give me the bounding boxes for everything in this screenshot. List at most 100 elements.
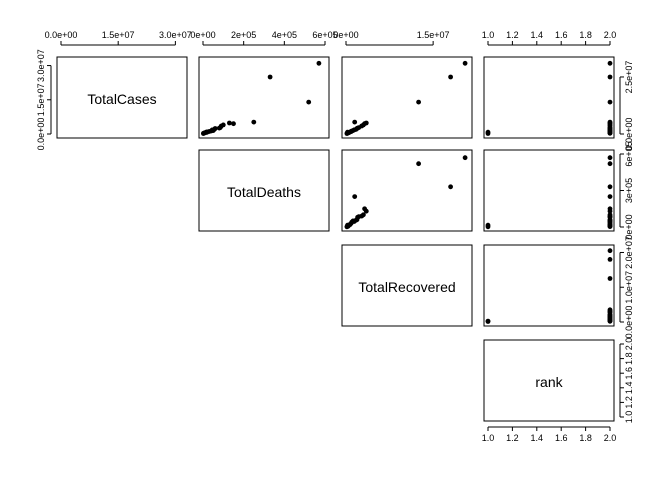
tick-label: 0.0e+00	[36, 118, 46, 151]
tick-label: 0e+00	[333, 30, 358, 40]
top-axis-totalrecovered: 0e+00 1.5e+07	[333, 30, 450, 46]
data-point	[462, 155, 468, 161]
data-point	[448, 74, 453, 80]
data-point	[344, 131, 350, 136]
data-point	[607, 99, 613, 105]
panel-frame	[341, 56, 473, 139]
diag-label-totaldeaths: TotalDeaths	[227, 184, 301, 200]
right-axis-totalrecovered: 0.0e+00 1.0e+07 2.0e+07	[619, 236, 634, 339]
data-point	[201, 131, 206, 136]
data-point	[607, 208, 613, 214]
tick-label: 1.6	[555, 30, 568, 40]
data-point	[607, 318, 613, 324]
tick-label: 3e+05	[624, 178, 634, 203]
data-point	[607, 161, 613, 167]
panel-frame	[341, 149, 473, 232]
data-point	[485, 131, 491, 136]
panel-diag-totalrecovered	[341, 244, 473, 327]
data-point	[231, 121, 236, 127]
tick-label: 1.8	[624, 352, 634, 365]
data-point	[607, 194, 613, 200]
data-point	[363, 208, 369, 214]
right-axis-rank: 1.0 1.21.4 1.6 1.82.0	[619, 338, 634, 424]
data-point	[607, 224, 613, 230]
tick-label: 3.0e+07	[36, 49, 46, 82]
data-point	[344, 224, 350, 230]
tick-label: 0.0e+00	[624, 118, 634, 151]
diag-label-rank: rank	[535, 374, 563, 390]
diag-label-totalcases: TotalCases	[87, 91, 156, 107]
panel-totaldeaths-vs-totalrecovered	[341, 149, 473, 232]
panel-totaldeaths-vs-rank	[483, 149, 615, 232]
right-axis-totalcases: 0.0e+00 2.5e+07	[619, 61, 634, 151]
tick-label: 1.0	[624, 411, 634, 424]
data-point	[607, 74, 613, 80]
bottom-axis-rank: 1.0 1.2 1.4 1.6 1.8 2.0	[482, 426, 617, 443]
tick-label: 3.0e+07	[159, 30, 192, 40]
panel-totalrecovered-vs-rank	[483, 244, 615, 327]
tick-label: 2.0	[624, 338, 634, 351]
top-axis-rank: 1.0 1.2 1.4 1.6 1.8 2.0	[482, 30, 616, 46]
tick-label: 1.2	[506, 30, 519, 40]
data-point	[607, 155, 613, 161]
tick-label: 6e+05	[624, 141, 634, 166]
tick-label: 1.6	[624, 367, 634, 380]
data-point	[607, 257, 613, 262]
left-axis-totalcases: 0.0e+00 1.5e+073.0e+07	[36, 49, 52, 151]
data-point	[462, 60, 468, 66]
data-point	[448, 184, 453, 190]
panel-diag-rank	[483, 339, 615, 422]
tick-label: 1.6	[555, 433, 568, 443]
data-point	[251, 119, 257, 125]
panel-diag-totalcases	[56, 56, 188, 139]
tick-label: 1.4	[531, 30, 544, 40]
tick-label: 6e+05	[312, 30, 337, 40]
panel-totalcases-vs-totaldeaths	[198, 56, 330, 139]
data-point	[607, 276, 613, 281]
data-point	[267, 74, 273, 80]
data-point	[363, 120, 369, 126]
tick-label: 2.0	[604, 433, 617, 443]
tick-label: 2.5e+07	[624, 61, 634, 94]
panel-diag-totaldeaths	[198, 149, 330, 232]
tick-label: 1.5e+07	[36, 83, 46, 116]
tick-label: 1.0	[482, 30, 495, 40]
top-axis-totalcases: 0.0e+00 1.5e+07 3.0e+07	[45, 30, 192, 46]
data-point	[607, 184, 613, 190]
tick-label: 0.0e+00	[624, 306, 634, 339]
diag-label-totalrecovered: TotalRecovered	[358, 279, 455, 295]
tick-label: 2.0e+07	[624, 236, 634, 269]
data-point	[216, 125, 222, 131]
tick-label: 4e+05	[272, 30, 297, 40]
data-point	[316, 60, 322, 66]
data-point	[352, 119, 358, 125]
top-axis-totaldeaths: 0e+00 2e+05 4e+05 6e+05	[190, 30, 338, 46]
tick-label: 2e+05	[231, 30, 256, 40]
data-point	[416, 161, 421, 167]
tick-label: 1.2	[624, 396, 634, 409]
data-point	[485, 319, 491, 324]
data-point	[607, 130, 613, 136]
data-point	[607, 60, 613, 66]
data-point	[607, 119, 613, 125]
data-point	[306, 99, 312, 105]
panel-frame	[198, 56, 330, 139]
tick-label: 1.5e+07	[417, 30, 450, 40]
tick-label: 1.2	[506, 433, 519, 443]
panel-frame	[483, 244, 615, 327]
tick-label: 1.4	[531, 433, 544, 443]
data-point	[607, 248, 613, 254]
data-point	[227, 120, 232, 126]
tick-label: 1.0	[482, 433, 495, 443]
tick-label: 1.5e+07	[102, 30, 135, 40]
panel-totalcases-vs-rank	[483, 56, 615, 139]
tick-label: 0.0e+00	[45, 30, 78, 40]
panel-frame	[483, 149, 615, 232]
panel-totalcases-vs-totalrecovered	[341, 56, 473, 139]
tick-label: 1.0e+07	[624, 271, 634, 304]
tick-label: 1.8	[579, 30, 592, 40]
data-point	[416, 99, 421, 105]
right-axis-totaldeaths: 0e+00 3e+05 6e+05	[619, 141, 634, 240]
tick-label: 0e+00	[190, 30, 215, 40]
